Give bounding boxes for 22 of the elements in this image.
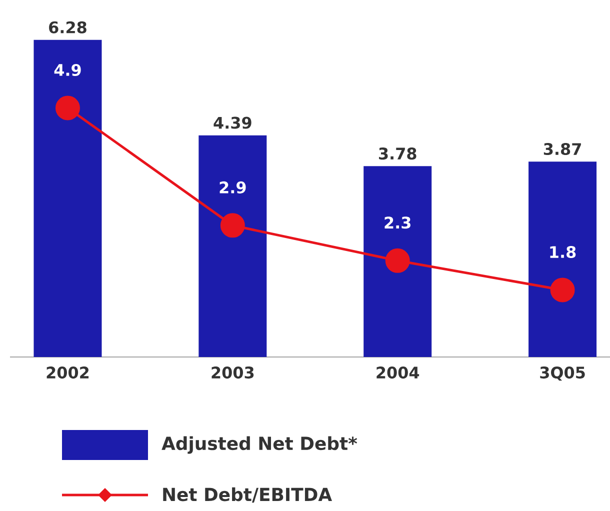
data-label: 1.8 <box>550 246 576 258</box>
bar <box>34 40 102 357</box>
x-tick-label: 3Q05 <box>540 366 585 381</box>
data-label: 2.9 <box>220 181 246 194</box>
x-tick-label: 2004 <box>376 366 420 379</box>
data-label: 6.28 <box>49 21 86 34</box>
point <box>385 248 410 273</box>
data-label: 3.78 <box>378 148 416 160</box>
data-label: 3.87 <box>544 143 581 156</box>
point <box>550 278 575 302</box>
point <box>55 96 80 120</box>
point <box>220 213 245 238</box>
data-label: 4.39 <box>214 116 252 129</box>
x-tick-label: 2003 <box>212 366 254 379</box>
legend-label: Adjusted Net Debt* <box>162 436 358 454</box>
data-label: 4.9 <box>54 64 81 76</box>
bar <box>198 135 267 357</box>
data-label: 2.3 <box>384 216 410 229</box>
bar <box>528 162 597 357</box>
x-tick-label: 2002 <box>46 366 89 379</box>
bar <box>364 166 432 357</box>
legend-label: Net Debt/EBITDA <box>163 487 332 503</box>
